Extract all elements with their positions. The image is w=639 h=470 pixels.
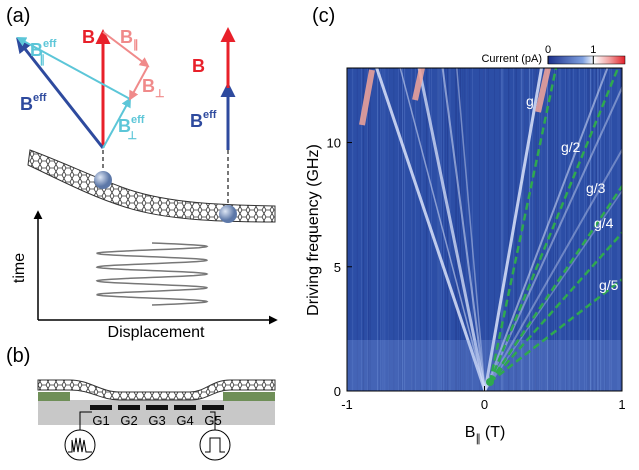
gate xyxy=(146,405,168,410)
colorbar-tick-label: 1 xyxy=(590,44,596,56)
x-tick-label: 1 xyxy=(618,397,625,412)
axis-label: time xyxy=(11,253,28,283)
resonance-line xyxy=(488,184,622,383)
heatmap xyxy=(347,68,622,391)
resonance-streak xyxy=(399,68,486,391)
gate-label: G3 xyxy=(148,413,165,428)
vector-label: Beff xyxy=(190,109,217,131)
resonance-streak xyxy=(484,189,622,391)
line-label: g xyxy=(526,93,534,109)
line-label: g/4 xyxy=(594,215,614,231)
panel-label: (b) xyxy=(6,345,30,367)
x-axis-label: B∥ (T) xyxy=(465,424,506,445)
line-label: g/5 xyxy=(599,277,619,293)
y-tick-label: 10 xyxy=(327,136,341,151)
y-tick-label: 5 xyxy=(334,260,341,275)
vector-label: B∥ xyxy=(120,27,139,51)
x-tick-label: 0 xyxy=(481,397,488,412)
origin-dot xyxy=(486,378,494,386)
gate-label: G2 xyxy=(120,413,137,428)
line-label: g/3 xyxy=(586,180,606,196)
y-tick-label: 0 xyxy=(334,384,341,399)
resonance-streak xyxy=(417,68,487,391)
colorbar-tick-label: 0 xyxy=(545,44,551,56)
contact xyxy=(38,392,70,401)
nanotube xyxy=(27,149,276,223)
resonance-line xyxy=(489,277,622,383)
oscillation xyxy=(95,242,209,306)
nanotube xyxy=(37,379,276,401)
gate xyxy=(90,405,112,410)
resonance-streak xyxy=(483,68,544,391)
gate xyxy=(174,405,196,410)
resonance-streak xyxy=(484,85,622,391)
resonance-streak xyxy=(441,68,486,391)
vector-label: Beff ⊥ xyxy=(118,114,145,142)
vector-label: B⊥ xyxy=(142,76,165,100)
resonance-streak xyxy=(375,68,487,391)
resonance-streak xyxy=(455,68,486,391)
axis-label: Displacement xyxy=(108,324,205,341)
gate-label: G5 xyxy=(204,413,221,428)
gate xyxy=(202,405,224,410)
circuit xyxy=(64,411,231,461)
streak-peak xyxy=(412,68,425,101)
colorbar-title: Current (pA) xyxy=(481,53,542,65)
panel-label: (c) xyxy=(312,5,335,27)
resonance-streak xyxy=(484,147,622,391)
substrate xyxy=(38,400,275,425)
gate xyxy=(118,405,140,410)
resonance-line xyxy=(488,68,620,383)
low-field-band xyxy=(347,340,622,391)
vector-diagram xyxy=(16,27,236,210)
quantum-dot xyxy=(94,171,112,189)
gate-label: G4 xyxy=(176,413,193,428)
streak-peak xyxy=(535,68,551,113)
line-label: g/2 xyxy=(561,139,581,155)
resonance-line xyxy=(488,68,558,383)
vector-label: B xyxy=(82,27,95,47)
panel-label: (a) xyxy=(6,5,30,27)
quantum-dot xyxy=(219,205,237,223)
y-axis-label: Driving frequency (GHz) xyxy=(305,144,322,316)
x-tick-label: -1 xyxy=(341,397,353,412)
streak-peak xyxy=(359,69,375,126)
colorbar xyxy=(547,55,626,65)
vector-label: B xyxy=(192,56,205,76)
contact xyxy=(223,392,275,401)
resonance-streak xyxy=(484,68,609,391)
vector-label: Beff ∥ xyxy=(30,38,57,66)
vector-label: Beff xyxy=(20,92,47,114)
gate-label: G1 xyxy=(92,413,109,428)
